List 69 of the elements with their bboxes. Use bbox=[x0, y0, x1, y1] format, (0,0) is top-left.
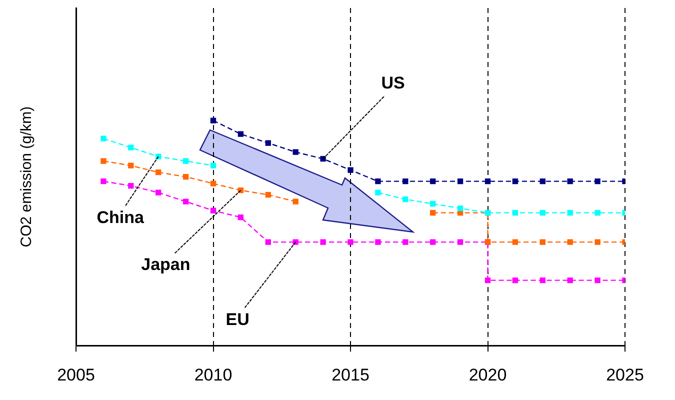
point bbox=[402, 178, 408, 184]
point bbox=[156, 169, 162, 176]
point bbox=[430, 239, 436, 245]
point bbox=[430, 200, 436, 207]
point bbox=[265, 192, 271, 198]
x-tick-label: 2015 bbox=[332, 365, 370, 384]
point bbox=[292, 239, 298, 245]
x-tick-label: 2020 bbox=[468, 365, 507, 384]
point bbox=[457, 205, 464, 212]
point bbox=[512, 239, 518, 245]
point bbox=[265, 140, 271, 146]
point bbox=[100, 178, 106, 184]
point bbox=[375, 239, 381, 245]
point bbox=[100, 158, 106, 164]
point bbox=[512, 178, 518, 184]
point bbox=[512, 278, 518, 284]
text: China bbox=[96, 208, 144, 228]
point bbox=[540, 210, 546, 216]
point bbox=[320, 239, 326, 245]
point bbox=[540, 278, 546, 284]
point bbox=[128, 144, 134, 150]
x-tick-label: 2025 bbox=[606, 365, 644, 384]
point bbox=[484, 278, 491, 284]
y-axis-title: CO2 emission (g/km) bbox=[18, 106, 36, 248]
point bbox=[484, 178, 491, 184]
point bbox=[128, 182, 134, 189]
point bbox=[210, 162, 216, 168]
point bbox=[128, 162, 134, 168]
point bbox=[156, 190, 162, 196]
point bbox=[567, 239, 573, 245]
point bbox=[210, 208, 216, 214]
point bbox=[348, 167, 354, 173]
point bbox=[594, 239, 600, 245]
x-tick-label: 2005 bbox=[57, 365, 95, 384]
point bbox=[265, 239, 271, 245]
point bbox=[292, 149, 298, 155]
point bbox=[182, 198, 189, 204]
point bbox=[320, 156, 326, 162]
point bbox=[182, 174, 189, 180]
point bbox=[457, 178, 464, 184]
point bbox=[540, 239, 546, 245]
x-tick-label: 2010 bbox=[194, 365, 232, 384]
text: Japan bbox=[141, 254, 190, 274]
point bbox=[594, 278, 600, 284]
point bbox=[292, 198, 298, 204]
text: EU bbox=[226, 310, 250, 329]
point bbox=[238, 214, 244, 220]
point bbox=[567, 278, 573, 284]
point bbox=[430, 178, 436, 184]
point bbox=[430, 210, 436, 216]
point bbox=[512, 210, 518, 216]
point bbox=[594, 210, 600, 216]
point bbox=[402, 239, 408, 245]
point bbox=[567, 178, 573, 184]
point bbox=[238, 131, 244, 137]
point bbox=[567, 210, 573, 216]
point bbox=[210, 180, 216, 186]
point bbox=[156, 154, 162, 160]
point bbox=[402, 196, 408, 202]
point bbox=[594, 178, 600, 184]
point bbox=[100, 136, 106, 142]
point bbox=[375, 190, 381, 196]
point bbox=[375, 178, 381, 184]
point bbox=[457, 239, 464, 245]
point bbox=[210, 118, 216, 124]
point bbox=[182, 158, 189, 164]
text: US bbox=[381, 73, 405, 92]
point bbox=[348, 239, 354, 245]
point bbox=[540, 178, 546, 184]
